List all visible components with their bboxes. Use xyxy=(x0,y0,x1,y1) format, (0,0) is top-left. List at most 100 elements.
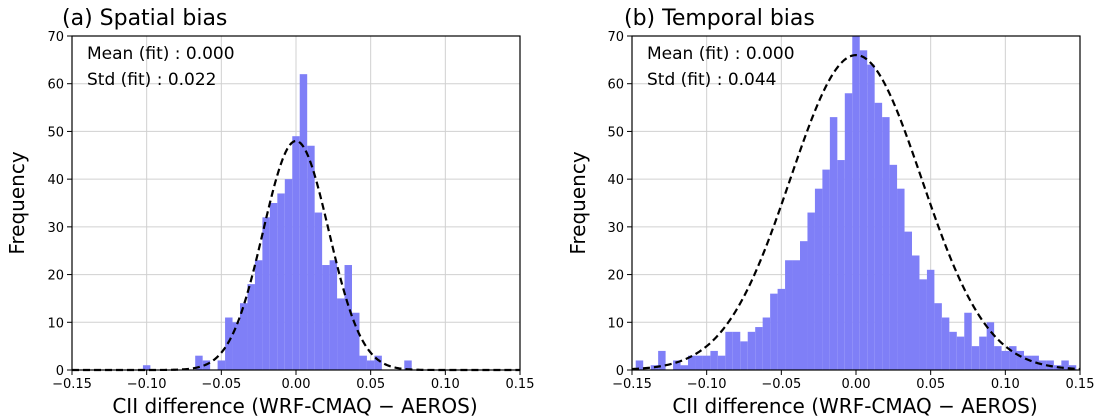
histogram-bar xyxy=(254,260,263,370)
histogram-bar xyxy=(919,279,927,370)
histogram-bar xyxy=(949,331,957,370)
histogram-bar xyxy=(359,355,367,370)
histogram-bar xyxy=(673,360,681,370)
histogram-bar xyxy=(904,231,912,370)
x-tick-label: −0.05 xyxy=(201,377,241,392)
histogram-bar xyxy=(337,298,345,370)
histogram-bar xyxy=(777,288,786,370)
y-tick-label: 40 xyxy=(47,173,64,188)
histogram-bar xyxy=(142,365,151,370)
histogram-bar xyxy=(732,331,741,370)
histogram-bar xyxy=(269,203,278,370)
histogram-bar xyxy=(217,360,226,370)
y-tick-label: 20 xyxy=(47,269,64,284)
histogram-bar xyxy=(635,360,644,370)
histogram-bar xyxy=(329,260,338,370)
histogram-bar xyxy=(366,360,375,370)
x-tick-label: −0.15 xyxy=(52,377,92,392)
histogram-bar xyxy=(912,255,920,370)
histogram-bar xyxy=(1061,360,1069,370)
y-axis-label: Frequency xyxy=(5,151,29,254)
histogram-bar xyxy=(717,355,726,370)
histogram-bar xyxy=(964,312,972,370)
histogram-bar xyxy=(941,317,950,370)
x-tick-label: −0.05 xyxy=(761,377,801,392)
y-tick-label: 70 xyxy=(607,30,624,45)
y-tick-label: 10 xyxy=(47,316,64,331)
histogram-bar xyxy=(807,212,815,370)
histogram-bar xyxy=(344,265,352,370)
histogram-bar xyxy=(314,212,323,370)
histogram-bar xyxy=(762,317,771,370)
histogram-bar xyxy=(1024,355,1032,370)
y-tick-label: 20 xyxy=(607,269,624,284)
histogram-bar xyxy=(837,160,845,370)
histogram-bar xyxy=(352,312,360,370)
y-tick-label: 30 xyxy=(47,221,64,236)
y-tick-label: 0 xyxy=(616,364,624,379)
histogram-bar xyxy=(859,50,868,371)
histogram-bar xyxy=(702,355,711,370)
histogram-bar xyxy=(867,64,875,370)
x-tick-label: 0.05 xyxy=(356,377,385,392)
histogram-bar xyxy=(994,346,1002,370)
histogram-bar xyxy=(956,336,965,370)
histogram-bar xyxy=(658,350,666,370)
x-tick-label: −0.15 xyxy=(612,377,652,392)
histogram-bar xyxy=(247,284,255,370)
histogram-bar xyxy=(882,117,890,370)
histogram-bar xyxy=(926,269,935,370)
histogram-bar xyxy=(747,331,756,370)
histogram-bar xyxy=(971,346,980,370)
histogram-bar xyxy=(374,355,382,370)
histogram-bar xyxy=(852,36,860,370)
histogram-bar xyxy=(755,327,763,370)
histogram-bar xyxy=(307,145,315,370)
histogram-bar xyxy=(262,217,270,370)
histogram-bar xyxy=(785,260,793,370)
histogram-bar xyxy=(979,336,987,370)
x-axis-label: CII difference (WRF-CMAQ − AEROS) xyxy=(112,394,477,418)
histogram-bar xyxy=(1016,350,1024,370)
x-tick-label: 0.15 xyxy=(1066,377,1095,392)
histogram-bar xyxy=(277,193,285,370)
histogram-bar xyxy=(822,169,830,370)
histogram-bar xyxy=(1031,355,1039,370)
histogram-bar xyxy=(740,341,748,370)
y-tick-label: 40 xyxy=(607,173,624,188)
histogram-bar xyxy=(710,350,718,370)
y-tick-label: 10 xyxy=(607,316,624,331)
fit-statistic-annotation: Std (fit) : 0.044 xyxy=(647,70,777,90)
histogram-bar xyxy=(874,102,883,371)
y-tick-label: 60 xyxy=(607,78,624,93)
histogram-bar xyxy=(195,355,203,370)
histogram-bar xyxy=(688,355,696,370)
histogram-bar xyxy=(770,293,778,370)
y-tick-label: 50 xyxy=(607,125,624,140)
gaussian-fit-curve xyxy=(631,53,1081,371)
y-tick-label: 50 xyxy=(47,125,64,140)
x-tick-label: −0.10 xyxy=(687,377,727,392)
histogram-bar xyxy=(725,331,733,370)
histogram-bar xyxy=(814,188,823,370)
histogram-bar xyxy=(1009,346,1017,370)
panel-title: (a) Spatial bias xyxy=(62,6,227,31)
y-tick-label: 30 xyxy=(607,221,624,236)
histogram-bar xyxy=(934,303,942,370)
histogram-bar xyxy=(404,360,412,370)
histogram-bar xyxy=(800,241,808,370)
histogram-bar xyxy=(680,365,688,370)
x-tick-label: 0.15 xyxy=(506,377,535,392)
x-tick-label: 0.00 xyxy=(282,377,311,392)
histogram-bar xyxy=(322,265,330,370)
histogram-bar xyxy=(844,93,853,370)
histogram-bar xyxy=(232,322,240,370)
panel-spatial-bias: (a) Spatial bias Frequency CII differenc… xyxy=(5,6,534,418)
histogram-bar xyxy=(792,260,800,370)
histogram-bar xyxy=(292,136,300,370)
histogram-bar xyxy=(897,188,905,370)
fit-statistic-annotation: Mean (fit) : 0.000 xyxy=(647,44,795,64)
y-tick-label: 70 xyxy=(47,30,64,45)
histogram-bar xyxy=(240,303,248,370)
